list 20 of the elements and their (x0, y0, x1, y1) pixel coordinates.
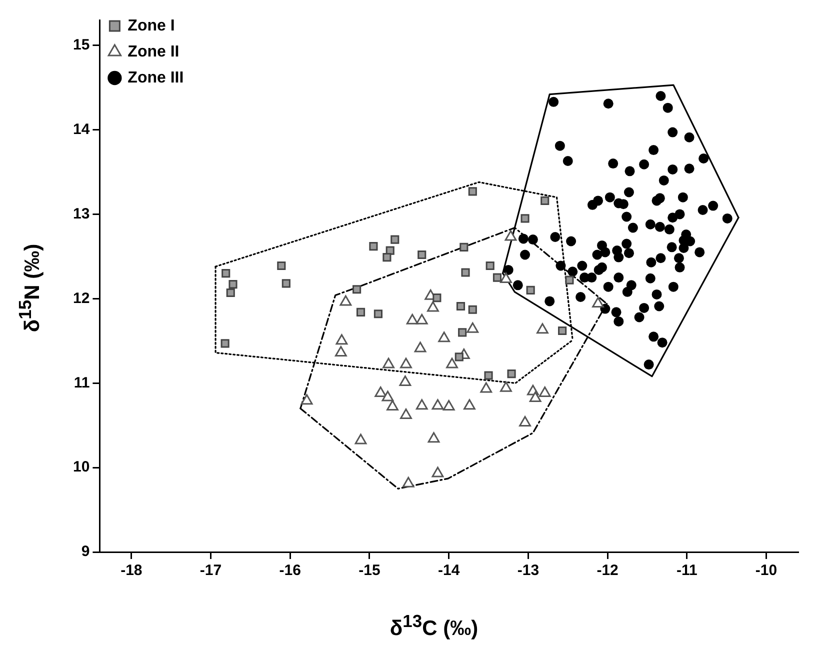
x-tick-label: -17 (200, 562, 222, 580)
x-tick-label: -13 (517, 562, 540, 580)
x-axis-title: δ$^{13}$C (‰) (388, 611, 480, 641)
x-tick-label: -15 (358, 562, 380, 580)
x-tick-label: -14 (438, 562, 460, 580)
x-tick-label: -16 (279, 562, 301, 580)
y-tick-label: 15 (72, 36, 90, 54)
y-tick-label: 13 (72, 205, 90, 222)
x-tick-label: -11 (676, 562, 698, 580)
y-tick-label: 14 (72, 120, 90, 138)
y-tick-label: 12 (72, 290, 90, 307)
x-tick-label: -18 (120, 562, 142, 580)
legend-label: Zone III (128, 69, 184, 86)
y-tick-label: 11 (74, 374, 90, 392)
legend-label: Zone II (128, 43, 180, 60)
y-tick-label: 9 (81, 543, 90, 560)
x-tick-label: -10 (755, 562, 778, 580)
legend-label: Zone I (128, 17, 175, 34)
y-tick-label: 10 (72, 458, 90, 476)
x-tick-label: -12 (596, 562, 618, 580)
